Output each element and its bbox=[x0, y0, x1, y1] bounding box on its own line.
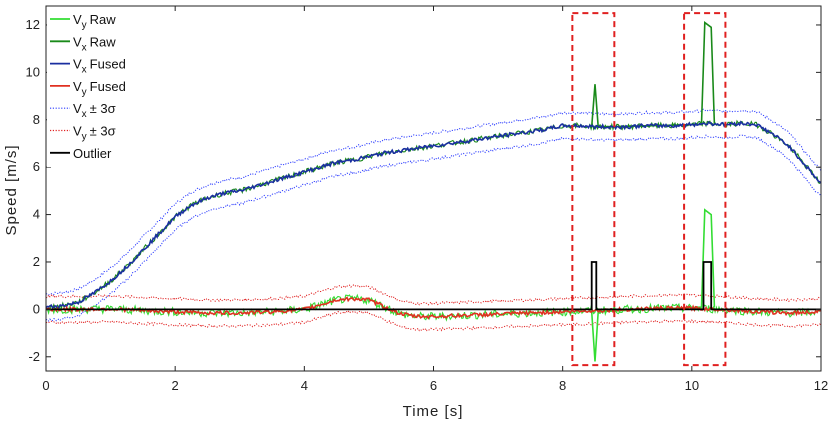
outlier-line bbox=[46, 261, 821, 311]
y-tick-label: 6 bbox=[33, 159, 40, 174]
x-tick-label: 4 bbox=[301, 378, 308, 393]
y-tick-label: 8 bbox=[33, 112, 40, 127]
y-tick-label: -2 bbox=[28, 349, 40, 364]
legend-label: Vx Raw bbox=[73, 34, 116, 53]
y-tick-label: 10 bbox=[26, 64, 40, 79]
legend-box bbox=[47, 7, 159, 168]
vy-band-upper-line bbox=[46, 284, 821, 306]
x-tick-label: 8 bbox=[559, 378, 566, 393]
vx-band-lower-line bbox=[46, 134, 821, 322]
vy-band-lower-line bbox=[46, 309, 821, 332]
y-tick-label: 12 bbox=[26, 17, 40, 32]
legend-label: Outlier bbox=[73, 146, 112, 161]
y-tick-label: 0 bbox=[33, 301, 40, 316]
x-tick-label: 10 bbox=[685, 378, 699, 393]
vx-band-upper-line bbox=[46, 108, 821, 296]
legend-label: Vx Fused bbox=[73, 57, 126, 76]
vx-fused-line bbox=[46, 120, 821, 309]
y-tick-label: 4 bbox=[33, 207, 40, 222]
y-axis-label: Speed [m/s] bbox=[3, 144, 20, 235]
legend-entry: Vx Fused bbox=[50, 57, 126, 76]
legend-label: Vy Raw bbox=[73, 12, 116, 31]
vx-raw-spikes bbox=[590, 21, 716, 128]
legend-entry: Vx ± 3σ bbox=[50, 101, 116, 120]
x-tick-label: 0 bbox=[42, 378, 49, 393]
legend-entry: Vy Raw bbox=[50, 12, 116, 31]
outlier-highlight-box-2 bbox=[683, 12, 727, 367]
legend-label: Vy Fused bbox=[73, 79, 126, 98]
legend-label: Vx ± 3σ bbox=[73, 101, 116, 120]
legend-entry: Outlier bbox=[50, 146, 112, 161]
x-axis-label: Time [s] bbox=[403, 403, 464, 420]
vy-raw-spikes bbox=[590, 208, 716, 362]
x-tick-label: 2 bbox=[172, 378, 179, 393]
y-tick-label: 2 bbox=[33, 254, 40, 269]
outlier-highlight-box-1 bbox=[571, 12, 616, 367]
x-tick-label: 6 bbox=[430, 378, 437, 393]
legend-entry: Vx Raw bbox=[50, 34, 116, 53]
legend-entry: Vy ± 3σ bbox=[50, 124, 116, 143]
legend-entry: Vy Fused bbox=[50, 79, 126, 98]
legend-label: Vy ± 3σ bbox=[73, 124, 116, 143]
x-tick-label: 12 bbox=[814, 378, 828, 393]
